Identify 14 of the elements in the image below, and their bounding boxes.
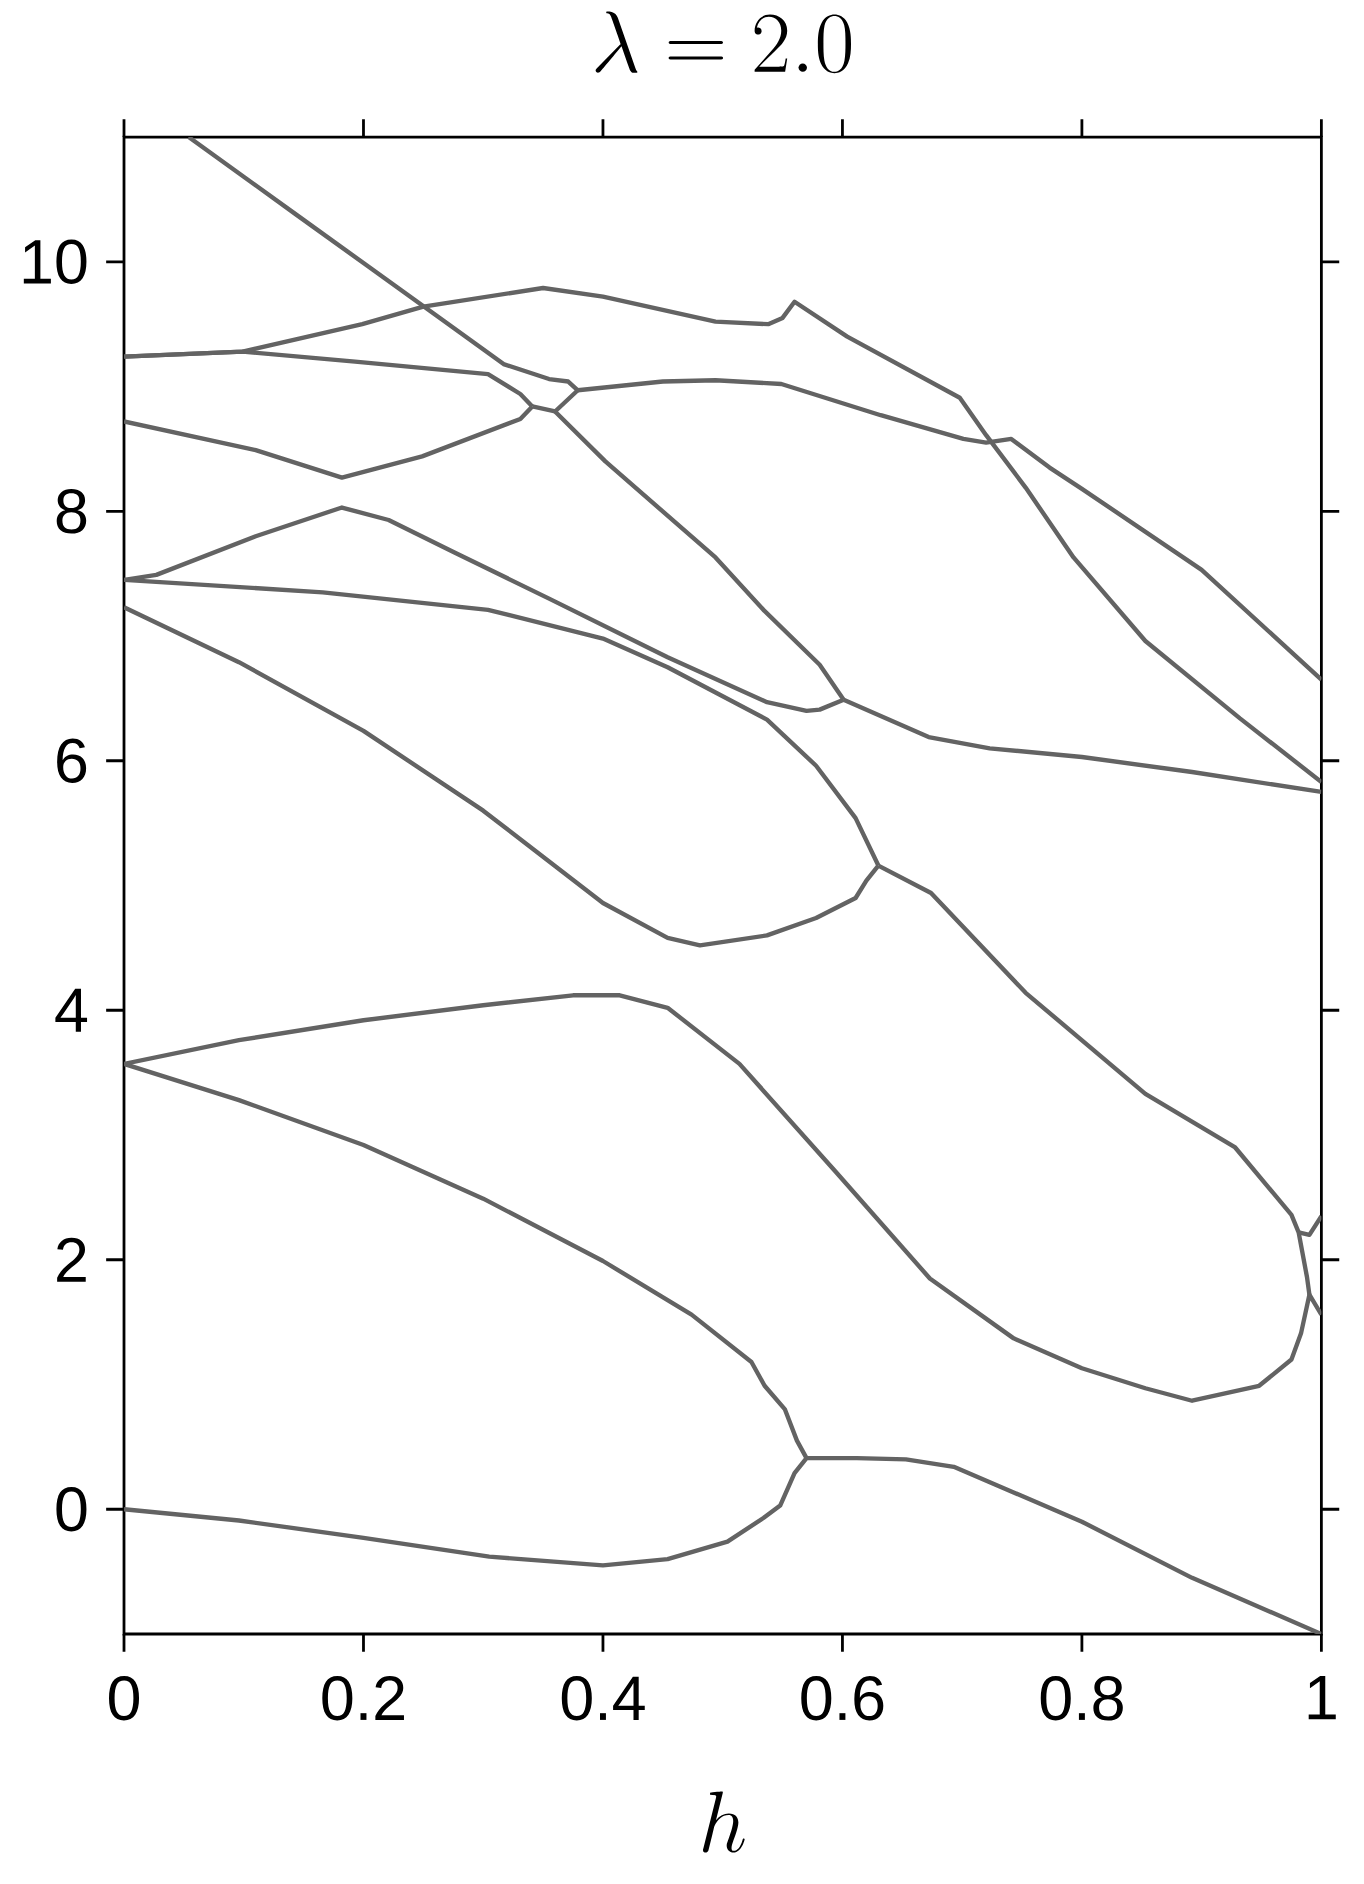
x-axis-title: $h$ — [703, 1791, 745, 1853]
y-tick-label: 10 — [23, 239, 87, 284]
y-tick-label: 8 — [56, 489, 87, 534]
chart-title: $\lambda = 2.0$ — [595, 11, 851, 74]
x-tick-label: 0 — [109, 1676, 140, 1721]
y-tick-label: 6 — [57, 738, 87, 783]
y-tick-label: 0 — [56, 1487, 87, 1532]
x-tick-label: 0.6 — [801, 1676, 884, 1721]
x-tick-label: 0.2 — [322, 1676, 404, 1721]
x-tick-label: 0.4 — [561, 1676, 645, 1721]
x-tick-label: 0.8 — [1040, 1676, 1123, 1721]
y-tick-label: 2 — [57, 1237, 86, 1282]
x-tick-label: 1 — [1308, 1676, 1336, 1720]
y-tick-label: 4 — [55, 988, 88, 1032]
